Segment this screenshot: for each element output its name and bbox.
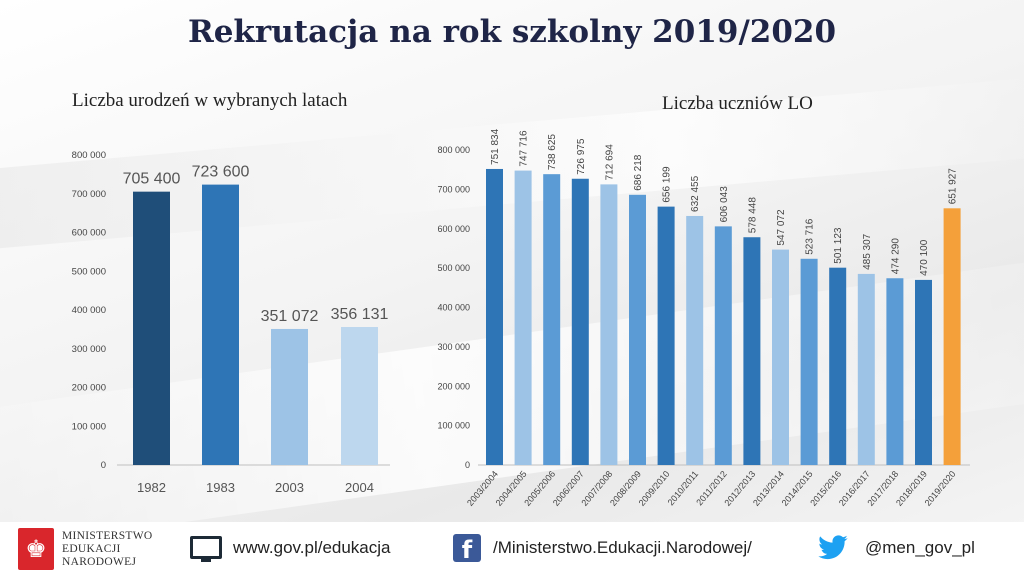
- bar: [629, 194, 646, 465]
- x-tick-label: 1982: [137, 480, 166, 495]
- data-label: 474 290: [890, 238, 901, 275]
- y-tick-label: 800 000: [437, 145, 470, 155]
- data-label: 632 455: [690, 175, 701, 212]
- data-label: 470 100: [919, 239, 930, 276]
- data-label: 747 716: [519, 130, 530, 167]
- page-title: Rekrutacja na rok szkolny 2019/2020: [187, 14, 837, 50]
- data-label: 751 834: [490, 128, 501, 165]
- data-label: 656 199: [662, 166, 673, 203]
- bar: [271, 328, 308, 465]
- data-label: 723 600: [192, 164, 250, 181]
- ministry-name: MINISTERSTWO EDUKACJI NARODOWEJ: [62, 530, 152, 569]
- bar: [600, 184, 618, 465]
- bar: [133, 191, 170, 465]
- y-tick-label: 800 000: [72, 150, 106, 161]
- bar: [686, 215, 704, 465]
- bar: [341, 326, 378, 465]
- data-label: 606 043: [719, 186, 730, 223]
- facebook-link[interactable]: /Ministerstwo.Edukacji.Narodowej/: [493, 538, 752, 557]
- x-tick-label: 1983: [206, 480, 235, 495]
- bar: [486, 168, 503, 465]
- bar: [915, 279, 932, 465]
- x-tick-label: 2003: [275, 480, 304, 495]
- eagle-logo-icon: ♚: [18, 528, 54, 570]
- bar: [543, 174, 561, 465]
- data-label: 501 123: [833, 227, 844, 264]
- y-tick-label: 400 000: [72, 305, 106, 316]
- data-label: 547 072: [776, 209, 787, 246]
- footer: ♚ MINISTERSTWO EDUKACJI NARODOWEJ www.go…: [0, 522, 1024, 576]
- bar: [886, 278, 904, 465]
- y-tick-label: 200 000: [437, 381, 470, 391]
- data-label: 523 716: [805, 218, 816, 255]
- y-tick-label: 100 000: [72, 421, 106, 432]
- y-tick-label: 600 000: [437, 224, 470, 234]
- y-tick-label: 400 000: [437, 303, 470, 313]
- chart-title-students: Liczba uczniów LO: [662, 93, 813, 114]
- data-label: 485 307: [862, 233, 873, 270]
- y-tick-label: 700 000: [437, 184, 470, 194]
- y-tick-label: 600 000: [72, 228, 106, 239]
- bar: [714, 226, 732, 465]
- bar: [772, 249, 789, 465]
- y-tick-label: 300 000: [72, 344, 106, 355]
- y-tick-label: 100 000: [437, 421, 470, 431]
- bar: [514, 170, 532, 465]
- bar: [829, 267, 847, 465]
- data-label: 686 218: [633, 154, 644, 191]
- bar: [800, 258, 818, 465]
- ministry-line-1: MINISTERSTWO: [62, 530, 153, 542]
- data-label: 351 072: [261, 308, 319, 325]
- bar: [857, 273, 875, 465]
- bar: [202, 184, 239, 466]
- data-label: 578 448: [747, 197, 758, 234]
- twitter-icon[interactable]: [815, 532, 851, 564]
- website-link[interactable]: www.gov.pl/edukacja: [233, 538, 391, 557]
- y-tick-label: 500 000: [72, 266, 106, 277]
- ministry-line-3: NARODOWEJ: [62, 556, 137, 568]
- facebook-icon[interactable]: f: [453, 534, 481, 562]
- y-tick-label: 0: [101, 460, 106, 471]
- y-tick-label: 700 000: [72, 189, 106, 200]
- y-tick-label: 500 000: [437, 263, 470, 273]
- y-tick-label: 200 000: [72, 383, 106, 394]
- chart-title-births: Liczba urodzeń w wybranych latach: [72, 90, 348, 111]
- twitter-handle[interactable]: @men_gov_pl: [865, 538, 975, 557]
- data-label: 356 131: [331, 306, 389, 323]
- data-label: 738 625: [547, 134, 558, 171]
- monitor-icon: [190, 536, 222, 562]
- data-label: 726 975: [576, 138, 587, 175]
- data-label: 651 927: [948, 168, 959, 205]
- y-tick-label: 0: [465, 460, 470, 470]
- ministry-line-2: EDUKACJI: [62, 543, 121, 555]
- data-label: 712 694: [604, 144, 615, 181]
- bar: [743, 237, 761, 465]
- bar: [571, 178, 589, 465]
- x-tick-label: 2004: [345, 480, 374, 495]
- bar: [943, 208, 961, 465]
- bar: [657, 206, 675, 465]
- data-label: 705 400: [123, 171, 181, 188]
- y-tick-label: 300 000: [437, 342, 470, 352]
